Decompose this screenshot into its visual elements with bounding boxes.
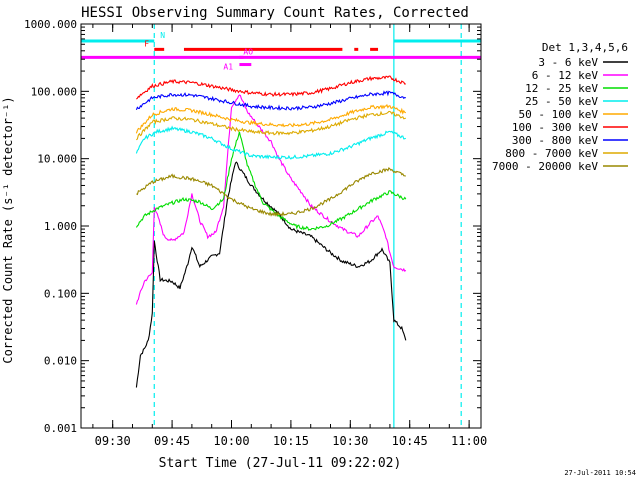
chart-title: HESSI Observing Summary Count Rates, Cor… bbox=[81, 5, 469, 21]
legend-label-3: 25 - 50 keV bbox=[525, 95, 598, 108]
legend-label-6: 300 - 800 keV bbox=[512, 134, 598, 147]
y-tick-label-4: 0.100 bbox=[44, 287, 77, 300]
x-tick-label-3: 10:15 bbox=[273, 434, 309, 448]
timestamp: 27-Jul-2011 10:54 bbox=[564, 469, 636, 477]
x-axis-label: Start Time (27-Jul-11 09:22:02) bbox=[159, 456, 402, 471]
series-line-8 bbox=[136, 167, 406, 217]
flag-label-0: N bbox=[160, 31, 165, 40]
y-axis-label: Corrected Count Rate (s⁻¹ detector⁻¹) bbox=[1, 96, 15, 363]
plot-area: N F A1 AO 1000.000 100.000 10.000 1.000 0.100 0.0… bbox=[24, 18, 487, 448]
flag-label-4: AO bbox=[243, 47, 253, 56]
series-line-6 bbox=[135, 90, 407, 112]
x-tick-label-2: 10:00 bbox=[213, 434, 249, 448]
y-tick-label-2: 10.000 bbox=[37, 153, 77, 166]
series-line-3 bbox=[135, 125, 406, 160]
legend-label-0: 3 - 6 keV bbox=[538, 56, 598, 69]
x-tick-label-0: 09:30 bbox=[95, 434, 131, 448]
y-tick-label-3: 1.000 bbox=[44, 220, 77, 233]
y-tick-label-0: 1000.000 bbox=[24, 18, 77, 31]
series-line-5 bbox=[136, 75, 407, 100]
y-tick-label-5: 0.010 bbox=[44, 355, 77, 368]
y-tick-label-1: 100.000 bbox=[31, 85, 77, 98]
x-tick-label-4: 10:30 bbox=[332, 434, 368, 448]
x-tick-label-1: 09:45 bbox=[154, 434, 190, 448]
x-tick-label-5: 10:45 bbox=[392, 434, 428, 448]
flag-label-1: F bbox=[144, 39, 149, 48]
legend-label-5: 100 - 300 keV bbox=[512, 121, 598, 134]
x-tick-label-6: 11:00 bbox=[451, 434, 487, 448]
legend-title: Det 1,3,4,5,6 bbox=[542, 41, 628, 54]
series-line-0 bbox=[135, 161, 407, 388]
y-tick-label-6: 0.001 bbox=[44, 422, 77, 435]
legend-label-8: 7000 - 20000 keV bbox=[492, 160, 598, 173]
plot-frame bbox=[80, 23, 482, 429]
series-line-1 bbox=[135, 94, 407, 305]
series-line-7 bbox=[136, 110, 407, 141]
series-line-4 bbox=[135, 103, 407, 134]
legend-label-1: 6 - 12 keV bbox=[532, 69, 599, 82]
legend-label-2: 12 - 25 keV bbox=[525, 82, 598, 95]
series-line-2 bbox=[135, 131, 407, 231]
flag-label-3: A1 bbox=[223, 63, 233, 72]
legend-label-7: 800 - 7000 keV bbox=[505, 147, 598, 160]
legend-label-4: 50 - 100 keV bbox=[519, 108, 599, 121]
